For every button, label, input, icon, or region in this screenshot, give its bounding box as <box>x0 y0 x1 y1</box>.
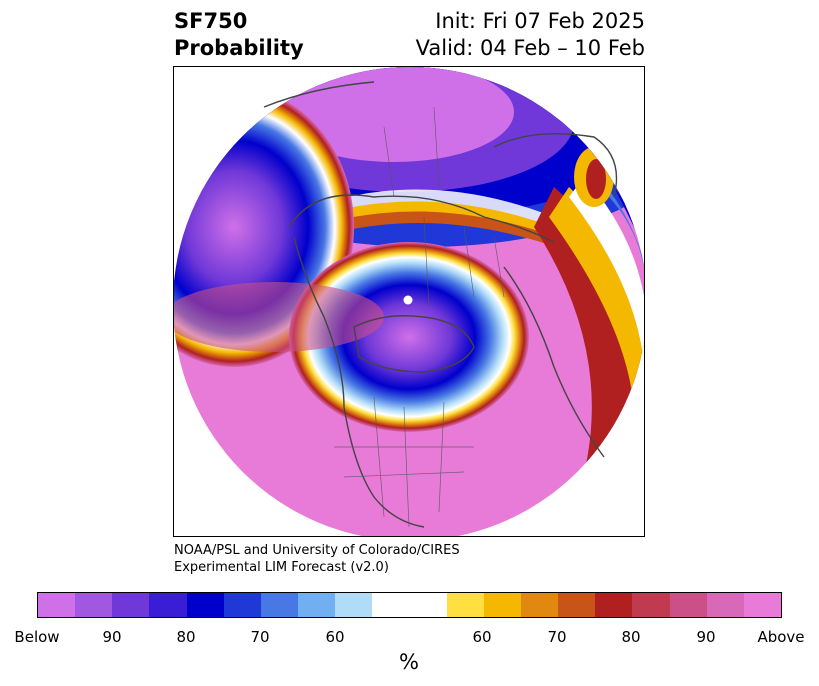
colorbar-segment <box>112 593 150 617</box>
credit-text: NOAA/PSL and University of Colorado/CIRE… <box>174 542 460 576</box>
colorbar-segment <box>595 593 633 617</box>
map-frame <box>173 66 645 537</box>
credit-line-1: NOAA/PSL and University of Colorado/CIRE… <box>174 543 460 558</box>
colorbar-segment <box>743 593 782 617</box>
colorbar-tick-label: Above <box>757 628 805 646</box>
north-pole-marker <box>403 295 413 305</box>
credit-line-2: Experimental LIM Forecast (v2.0) <box>174 560 389 575</box>
colorbar-tick-label: 60 <box>325 628 345 646</box>
map-title-right: Init: Fri 07 Feb 2025 Valid: 04 Feb – 10… <box>416 8 645 62</box>
colorbar-segment <box>75 593 113 617</box>
colorbar-tick-label: 90 <box>102 628 122 646</box>
polar-map <box>174 67 644 536</box>
colorbar-segment <box>669 593 707 617</box>
colorbar-segment <box>223 593 261 617</box>
colorbar-segment <box>335 593 373 617</box>
colorbar-segment <box>38 593 76 617</box>
colorbar-segment <box>446 593 484 617</box>
title-variable: SF750 <box>174 9 248 33</box>
colorbar <box>37 592 782 618</box>
colorbar-tick-label: 70 <box>547 628 567 646</box>
colorbar-segment <box>298 593 336 617</box>
colorbar-tick-label: 70 <box>250 628 270 646</box>
colorbar-segment <box>149 593 187 617</box>
colorbar-segment <box>521 593 559 617</box>
colorbar-segment <box>632 593 670 617</box>
colorbar-tick-label: 80 <box>621 628 641 646</box>
colorbar-unit-label: % <box>399 650 419 674</box>
colorbar-tick-label: 90 <box>696 628 716 646</box>
title-init-date: Init: Fri 07 Feb 2025 <box>435 9 645 33</box>
colorbar-segment <box>558 593 596 617</box>
country-borders <box>334 106 505 528</box>
map-title-left: SF750 Probability <box>174 8 304 62</box>
coastline-overlay <box>263 81 618 528</box>
colorbar-segment <box>706 593 744 617</box>
colorbar-segment <box>372 593 447 617</box>
colorbar-tick-label: 60 <box>472 628 492 646</box>
colorbar-tick-label: Below <box>14 628 60 646</box>
title-product: Probability <box>174 36 304 60</box>
title-valid-range: Valid: 04 Feb – 10 Feb <box>415 36 645 60</box>
colorbar-segment <box>260 593 299 617</box>
colorbar-segment <box>186 593 224 617</box>
colorbar-segment <box>483 593 522 617</box>
colorbar-tick-label: 80 <box>176 628 196 646</box>
